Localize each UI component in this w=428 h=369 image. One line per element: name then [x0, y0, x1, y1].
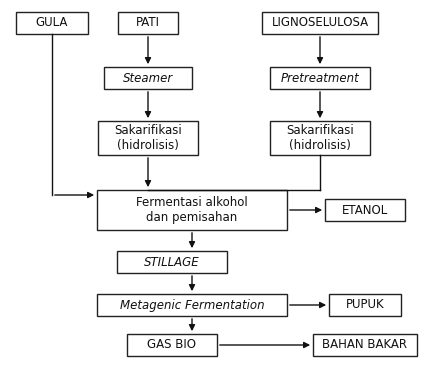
Bar: [104, 67, 192, 89]
Text: ETANOL: ETANOL: [342, 203, 388, 217]
Bar: [127, 334, 217, 356]
Text: PUPUK: PUPUK: [346, 299, 384, 311]
Bar: [329, 294, 401, 316]
Bar: [97, 294, 287, 316]
Text: Steamer: Steamer: [123, 72, 173, 85]
Text: Sakarifikasi
(hidrolisis): Sakarifikasi (hidrolisis): [286, 124, 354, 152]
Text: BAHAN BAKAR: BAHAN BAKAR: [323, 338, 407, 352]
Text: Metagenic Fermentation: Metagenic Fermentation: [120, 299, 265, 311]
Bar: [98, 121, 198, 155]
Bar: [270, 121, 370, 155]
Text: GAS BIO: GAS BIO: [148, 338, 196, 352]
Text: Fermentasi alkohol
dan pemisahan: Fermentasi alkohol dan pemisahan: [136, 196, 248, 224]
Bar: [16, 12, 88, 34]
Bar: [118, 12, 178, 34]
Bar: [262, 12, 378, 34]
Bar: [270, 67, 370, 89]
Bar: [97, 190, 287, 230]
Text: Sakarifikasi
(hidrolisis): Sakarifikasi (hidrolisis): [114, 124, 182, 152]
Text: PATI: PATI: [136, 17, 160, 30]
Bar: [117, 251, 227, 273]
Bar: [325, 199, 405, 221]
Bar: [313, 334, 417, 356]
Text: Pretreatment: Pretreatment: [281, 72, 360, 85]
Text: GULA: GULA: [36, 17, 68, 30]
Text: STILLAGE: STILLAGE: [144, 255, 200, 269]
Text: LIGNOSELULOSA: LIGNOSELULOSA: [271, 17, 369, 30]
